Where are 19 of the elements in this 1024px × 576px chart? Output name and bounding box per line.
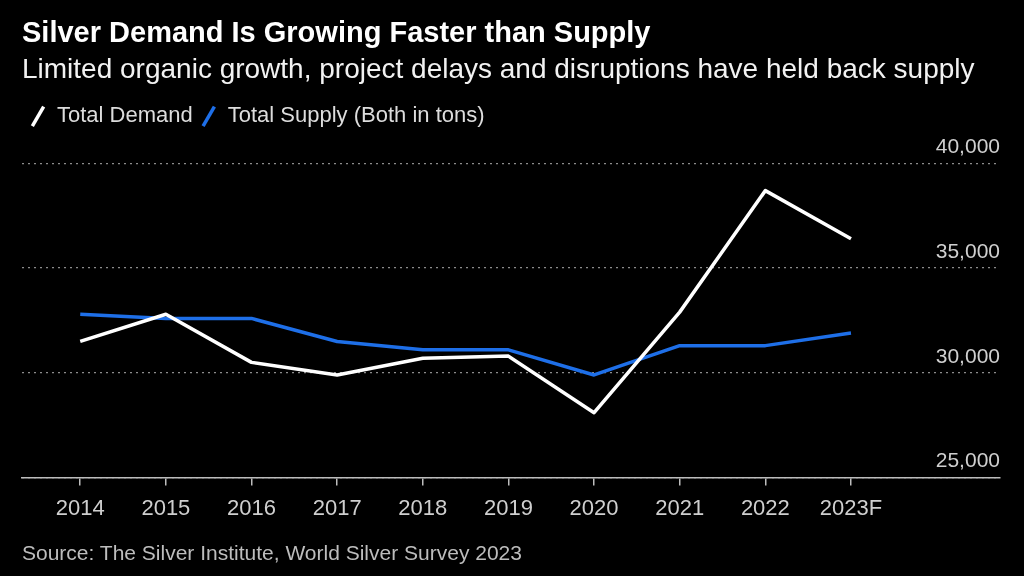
chart-subtitle: Limited organic growth, project delays and disruptions have held back supply bbox=[22, 53, 975, 85]
legend-label: Total Demand bbox=[57, 102, 193, 128]
legend-label: Total Supply (Both in tons) bbox=[227, 102, 485, 128]
x-tick-label: 2014 bbox=[55, 494, 105, 520]
x-tick-label: 2023F bbox=[819, 494, 883, 520]
x-tick-label: 2015 bbox=[141, 494, 191, 520]
x-tick-label: 2017 bbox=[312, 494, 362, 520]
x-tick-label: 2020 bbox=[569, 494, 619, 520]
y-tick-label: 35,000 bbox=[935, 238, 1000, 262]
y-tick-label: 25,000 bbox=[935, 448, 1000, 472]
x-tick-label: 2019 bbox=[483, 494, 533, 520]
source-note: Source: The Silver Institute, World Silver Survey 2023 bbox=[22, 541, 522, 565]
x-tick-label: 2022 bbox=[740, 494, 790, 520]
x-tick-label: 2016 bbox=[227, 494, 276, 520]
y-tick-label: 30,000 bbox=[935, 343, 1000, 367]
x-tick-label: 2018 bbox=[398, 494, 448, 520]
x-tick-label: 2021 bbox=[655, 494, 705, 520]
chart-title: Silver Demand Is Growing Faster than Supply bbox=[22, 16, 651, 49]
y-tick-label: 40,000 bbox=[935, 134, 1000, 158]
